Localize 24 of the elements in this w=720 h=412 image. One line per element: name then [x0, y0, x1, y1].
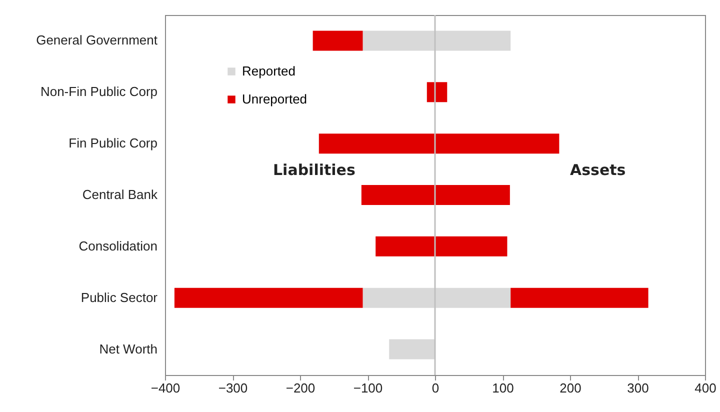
x-tick-label: 0 [432, 380, 440, 396]
y-tick-label: Consolidation [78, 238, 158, 254]
bar [389, 339, 435, 360]
x-tick-label: 400 [694, 380, 716, 396]
bar [510, 288, 648, 308]
annotation: Assets [570, 160, 626, 179]
y-tick-label: General Government [36, 32, 158, 48]
x-tick-label: −100 [353, 380, 383, 396]
x-tick-label: 200 [560, 380, 582, 396]
y-tick-label: Fin Public Corp [68, 136, 158, 151]
legend-label: Reported [242, 64, 296, 78]
bar [312, 30, 363, 51]
x-tick-label: 100 [492, 380, 514, 396]
y-tick-label: Central Bank [82, 187, 158, 202]
x-tick-label: −400 [150, 380, 180, 396]
legend-label: Unreported [242, 92, 308, 106]
y-tick-label: Net Worth [99, 341, 158, 356]
x-tick-label: −300 [218, 380, 248, 396]
y-tick-label: Non-Fin Public Corp [40, 84, 158, 100]
x-tick-label: 300 [627, 380, 649, 396]
x-tick-label: −200 [286, 380, 316, 396]
y-tick-label: Public Sector [80, 290, 158, 305]
bar [174, 288, 363, 308]
annotation: Liabilities [273, 160, 356, 179]
